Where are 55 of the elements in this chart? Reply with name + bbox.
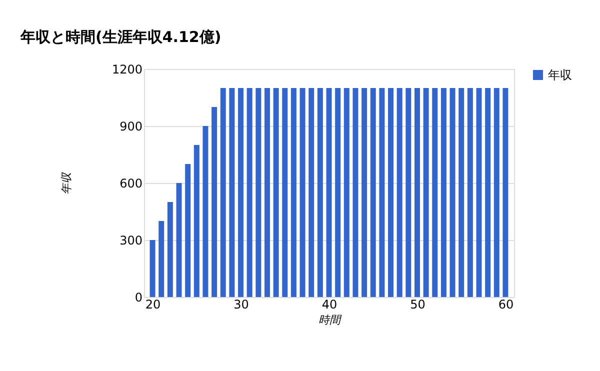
bar — [176, 183, 182, 297]
bar — [388, 88, 394, 297]
bar — [335, 88, 341, 297]
bar — [432, 88, 438, 297]
y-axis-title: 年収 — [60, 172, 73, 194]
bar — [362, 88, 368, 297]
bar — [494, 88, 500, 297]
bar — [467, 88, 473, 297]
bar — [202, 126, 208, 297]
y-tick-label: 1200 — [112, 62, 142, 76]
bar — [264, 88, 270, 297]
bar — [150, 240, 156, 297]
bar — [450, 88, 456, 297]
bar — [423, 88, 429, 297]
bar — [246, 88, 252, 297]
x-axis-title: 時間 — [318, 314, 342, 326]
bar — [317, 88, 323, 297]
x-tick-label: 30 — [234, 298, 249, 312]
bar — [300, 88, 306, 297]
bar — [282, 88, 288, 297]
bar — [194, 145, 200, 297]
bar — [229, 88, 235, 297]
x-tick-label: 50 — [410, 298, 426, 312]
bar — [502, 88, 508, 297]
chart-title: 年収と時間(生涯年収4.12億) — [19, 28, 222, 46]
y-tick-label: 0 — [134, 290, 142, 304]
bar — [238, 88, 244, 297]
bar — [256, 88, 262, 297]
x-tick-label: 40 — [322, 298, 338, 312]
bar — [370, 88, 376, 297]
bar — [220, 88, 226, 297]
bar — [158, 221, 164, 297]
bar — [414, 88, 420, 297]
bar — [344, 88, 350, 297]
bar — [167, 202, 173, 297]
bar — [440, 88, 446, 297]
bar — [406, 88, 412, 297]
y-tick-label: 300 — [120, 234, 142, 248]
bar — [273, 88, 279, 297]
x-tick-label: 60 — [498, 298, 514, 312]
bar — [458, 88, 464, 297]
bar — [379, 88, 385, 297]
bar — [352, 88, 358, 297]
bar — [308, 88, 314, 297]
bar — [290, 88, 296, 297]
bar — [476, 88, 482, 297]
y-tick-label: 600 — [120, 176, 142, 190]
x-tick-label: 20 — [145, 298, 161, 312]
bar — [485, 88, 491, 297]
y-tick-label: 900 — [120, 120, 142, 134]
bar — [185, 164, 191, 297]
legend-label: 年収 — [548, 68, 572, 82]
bar — [396, 88, 402, 297]
bar — [212, 107, 218, 297]
bar — [326, 88, 332, 297]
